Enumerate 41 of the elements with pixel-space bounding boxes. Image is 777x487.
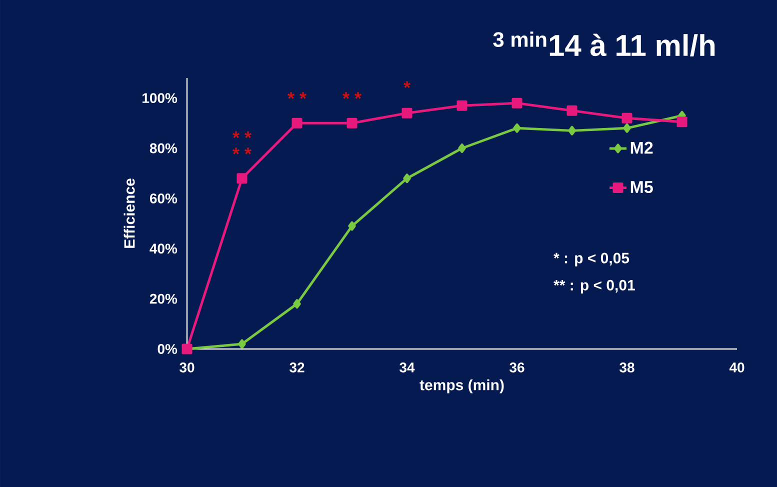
point: [623, 123, 631, 133]
annotation: *: [404, 81, 410, 88]
annotation: ** : p < 0,01: [554, 280, 635, 294]
annotation: * *: [342, 92, 362, 99]
x-axis-title: temps (min): [420, 379, 504, 394]
point: [566, 105, 578, 116]
point: [236, 173, 248, 184]
y-axis-title: Efficience: [124, 178, 135, 248]
chart-title: $^{3 min}$14 à 11 ml/h: [493, 32, 715, 56]
point: [403, 174, 411, 184]
point: [346, 118, 358, 128]
point: [568, 126, 576, 136]
point: [676, 116, 688, 128]
x-tick-label: 40: [729, 362, 744, 372]
y-tick-label: 40%: [150, 244, 178, 254]
point: [348, 221, 356, 231]
point: [292, 118, 302, 128]
legend-label: M2: [630, 142, 653, 154]
x-tick-label: 34: [400, 362, 415, 372]
point: [293, 299, 301, 309]
y-tick-label: 0%: [158, 344, 178, 354]
y-tick-label: 20%: [150, 294, 178, 304]
y-tick-label: 100%: [142, 93, 178, 104]
y-tick-label: 80%: [150, 143, 178, 154]
x-tick-label: 32: [290, 362, 304, 372]
point: [513, 123, 521, 133]
annotation: * : p < 0,05: [554, 252, 630, 266]
point: [458, 144, 466, 153]
legend-label: M5: [630, 181, 653, 194]
annotation: * *: [232, 131, 252, 138]
y-tick-label: 60%: [150, 193, 178, 204]
point: [622, 112, 632, 124]
x-tick-label: 38: [620, 362, 634, 372]
point: [402, 108, 412, 118]
x-tick-label: 36: [510, 362, 524, 372]
x-tick-label: 30: [180, 362, 194, 372]
annotation: * *: [288, 92, 306, 99]
annotation: * *: [232, 148, 252, 154]
point: [512, 98, 522, 108]
point: [456, 100, 468, 111]
point: [238, 339, 246, 349]
